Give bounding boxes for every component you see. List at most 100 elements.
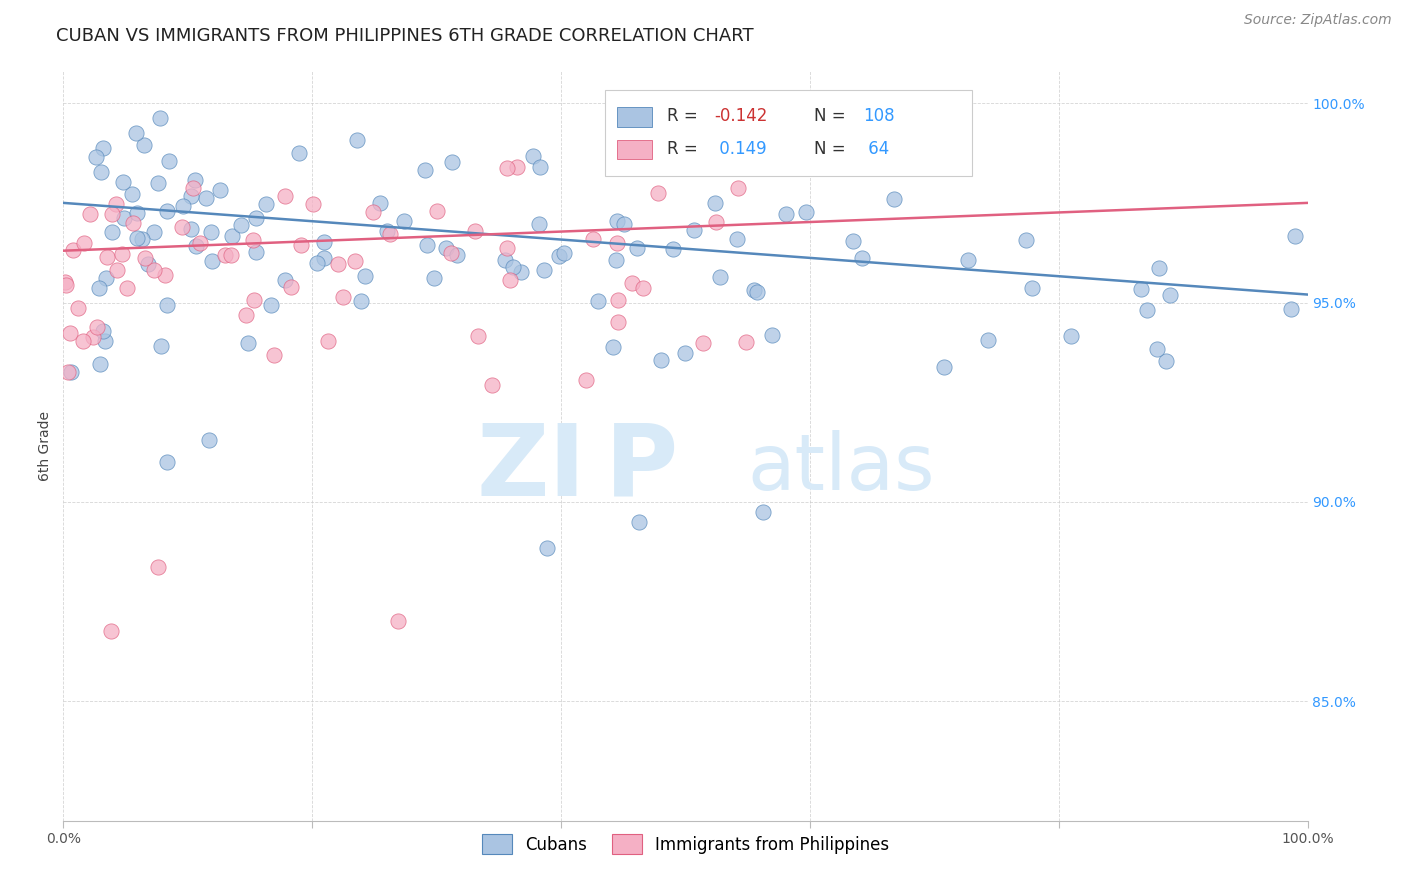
Point (59, 326, 82, 341)
Point (146, 560, 169, 574)
Point (361, 205, 384, 219)
Point (186, 239, 208, 253)
FancyBboxPatch shape (605, 90, 972, 177)
Point (1156, 354, 1178, 368)
Point (533, 263, 555, 277)
Point (91, 140, 114, 154)
Point (745, 285, 768, 300)
Point (254, 197, 277, 211)
Point (692, 335, 714, 350)
Point (368, 196, 391, 211)
Text: N =: N = (814, 107, 851, 125)
Point (1060, 328, 1083, 343)
Point (434, 241, 457, 255)
Text: R =: R = (666, 107, 703, 125)
Point (184, 173, 207, 187)
Point (101, 225, 124, 239)
Point (188, 235, 211, 250)
Point (125, 205, 148, 219)
Point (353, 269, 375, 284)
Point (156, 204, 179, 219)
Text: R =: R = (666, 139, 703, 158)
Point (280, 279, 302, 293)
Point (53, 275, 76, 289)
Point (67, 301, 90, 315)
Point (1129, 282, 1152, 296)
Point (136, 257, 159, 271)
Point (122, 217, 145, 231)
Point (111, 175, 134, 189)
Point (219, 248, 242, 262)
Text: -0.142: -0.142 (714, 107, 768, 125)
Point (1146, 343, 1168, 357)
Point (575, 373, 598, 387)
Point (413, 163, 436, 178)
Point (606, 293, 628, 307)
Point (105, 197, 128, 211)
FancyBboxPatch shape (617, 139, 652, 159)
Point (157, 154, 180, 169)
Point (87, 281, 110, 295)
FancyBboxPatch shape (617, 107, 652, 127)
Point (172, 199, 194, 213)
Point (62, 243, 84, 257)
Point (633, 281, 655, 295)
Point (446, 248, 468, 262)
Point (725, 231, 748, 245)
Point (606, 315, 628, 329)
Text: atlas: atlas (748, 431, 935, 507)
Text: ZI: ZI (477, 420, 586, 517)
Point (620, 276, 643, 290)
Point (243, 293, 266, 308)
Point (416, 238, 439, 252)
Point (146, 177, 169, 191)
Point (195, 191, 218, 205)
Point (522, 149, 544, 163)
Point (134, 251, 156, 265)
Point (605, 253, 627, 268)
Point (156, 298, 179, 312)
Legend: Cubans, Immigrants from Philippines: Cubans, Immigrants from Philippines (475, 828, 896, 861)
Point (326, 257, 349, 271)
Point (467, 329, 489, 343)
Point (201, 253, 224, 268)
Point (245, 245, 267, 260)
Point (932, 360, 955, 375)
Point (883, 192, 905, 206)
Point (125, 126, 148, 140)
Point (86, 319, 108, 334)
Point (105, 262, 128, 277)
Point (582, 232, 605, 246)
Point (180, 189, 202, 203)
Point (727, 181, 749, 195)
Point (132, 137, 155, 152)
Point (111, 247, 134, 261)
Point (957, 252, 980, 267)
Point (200, 225, 222, 239)
Point (181, 180, 204, 194)
Point (90, 165, 112, 179)
Point (794, 205, 817, 219)
Point (131, 232, 153, 246)
Y-axis label: 6th Grade: 6th Grade (38, 411, 52, 481)
Text: Source: ZipAtlas.com: Source: ZipAtlas.com (1244, 13, 1392, 28)
Point (647, 186, 669, 200)
Point (440, 245, 463, 260)
Point (307, 256, 329, 270)
Point (548, 249, 571, 263)
Point (499, 273, 522, 287)
Text: P: P (605, 420, 678, 517)
Point (344, 253, 367, 268)
Point (735, 334, 758, 349)
Point (650, 352, 672, 367)
Point (180, 222, 202, 236)
Point (704, 196, 727, 211)
Point (627, 515, 650, 529)
Point (510, 265, 533, 279)
Point (115, 281, 138, 295)
Point (673, 345, 696, 359)
Point (288, 145, 311, 160)
Point (316, 334, 339, 348)
Point (1284, 229, 1306, 244)
Point (290, 238, 312, 252)
